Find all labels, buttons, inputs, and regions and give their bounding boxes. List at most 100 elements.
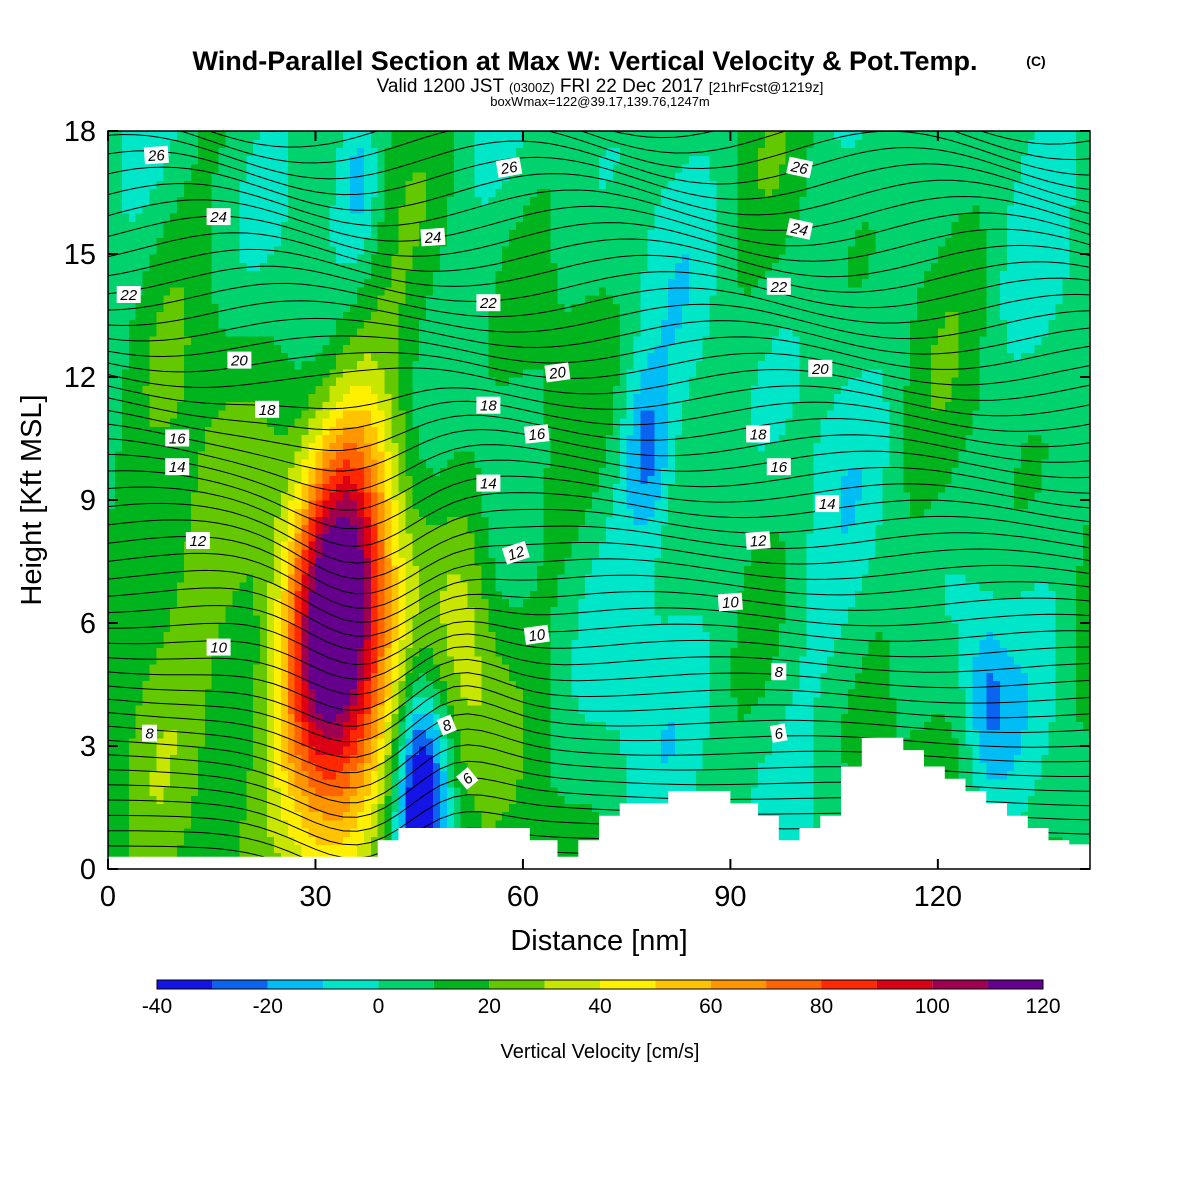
vv-cell [322,606,330,616]
vv-cell [287,549,296,558]
vv-cell [384,352,393,362]
vv-cell [267,664,275,673]
vv-cell [474,131,483,140]
vv-cell [336,139,344,148]
vv-cell [287,631,296,640]
vv-cell [377,524,386,534]
vv-cell [253,237,261,247]
vv-cell [412,614,420,624]
vv-cell [114,254,123,263]
vv-cell [108,770,116,780]
vv-cell [336,721,344,731]
vv-cell [405,606,413,616]
vv-cell [460,524,469,534]
vv-cell [467,705,476,714]
vv-cell [460,787,469,796]
vv-cell [135,188,144,198]
vv-cell [149,450,158,460]
vv-cell [287,483,296,493]
vv-cell [287,426,296,435]
vv-cell [294,385,303,394]
vv-cell [322,295,330,304]
vv-cell [225,664,234,673]
vv-cell [453,467,462,476]
vv-cell [419,311,427,321]
vv-cell [246,270,254,280]
vv-cell [453,475,462,485]
vv-cell [239,221,247,230]
vv-cell [273,631,282,640]
vv-cell [114,836,123,845]
vv-cell [350,754,358,763]
vv-cell [232,467,240,476]
vv-cell [343,737,351,747]
vv-cell [128,598,137,608]
vv-cell [405,450,413,460]
vv-cell [460,541,469,550]
vv-cell [149,532,158,542]
vv-cell [481,196,489,206]
vv-cell [343,582,351,591]
vv-cell [474,221,483,230]
vv-cell [246,180,254,189]
vv-cell [363,770,372,780]
vv-cell [156,762,164,772]
vv-cell [149,475,158,485]
vv-cell [135,245,144,255]
vv-cell [384,737,393,747]
vv-cell [426,196,434,206]
vv-cell [170,737,178,747]
vv-cell [460,606,469,616]
vv-cell [391,245,400,255]
vv-cell [322,623,330,632]
vv-cell [253,475,261,485]
vv-cell [204,303,213,312]
vv-cell [377,418,386,427]
vv-cell [156,221,164,230]
vv-cell [391,229,400,239]
vv-cell [260,327,268,337]
vv-cell [433,557,441,567]
vv-cell [467,491,476,501]
vv-cell [135,631,144,640]
vv-cell [156,459,164,468]
vv-cell [246,680,254,690]
vv-cell [301,344,310,353]
vv-cell [419,147,427,157]
vv-cell [315,450,323,460]
vv-cell [433,385,441,394]
vv-cell [225,557,234,567]
vv-cell [336,385,344,394]
vv-cell [301,746,310,755]
vv-cell [218,713,227,722]
vv-cell [135,327,144,337]
vv-cell [350,532,358,542]
vv-cell [467,467,476,476]
vv-cell [453,582,462,591]
vv-cell [267,573,275,583]
vv-cell [446,795,455,804]
vv-cell [177,385,185,394]
vv-cell [287,746,296,755]
vv-cell [177,418,185,427]
vv-cell [197,614,206,624]
vv-cell [135,229,144,239]
vv-cell [135,434,144,444]
vv-cell [391,541,400,550]
vv-cell [128,434,137,444]
vv-cell [460,254,469,263]
vv-cell [232,204,240,214]
vv-cell [121,180,130,189]
vv-cell [239,188,247,198]
vv-cell [142,606,151,616]
vv-cell [135,557,144,567]
vv-cell [350,614,358,624]
vv-cell [439,360,448,370]
vv-cell [350,737,358,747]
vv-cell [232,598,240,608]
vv-cell [301,631,310,640]
vv-cell [301,565,310,575]
vv-cell [453,450,462,460]
vv-cell [253,327,261,337]
vv-cell [350,746,358,755]
